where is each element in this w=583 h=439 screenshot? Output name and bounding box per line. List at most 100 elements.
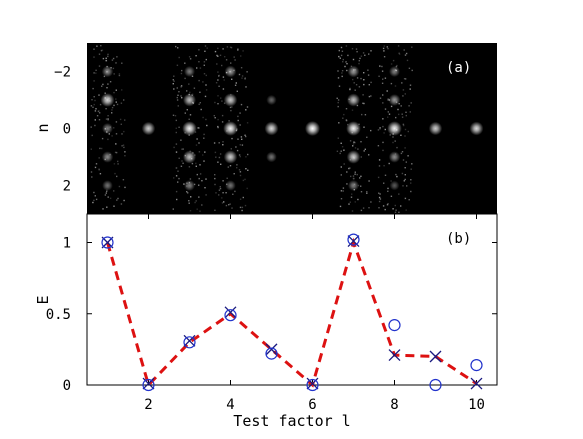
noise-speck — [222, 180, 224, 182]
noise-speck — [195, 165, 197, 167]
noise-speck — [96, 45, 98, 47]
noise-speck — [188, 56, 191, 58]
noise-speck — [390, 195, 393, 197]
y-tick-label: 0.5 — [46, 307, 71, 323]
noise-speck — [173, 88, 175, 90]
noise-speck — [99, 103, 102, 106]
noise-speck — [191, 75, 194, 77]
noise-speck — [184, 112, 186, 114]
noise-speck — [352, 58, 355, 61]
noise-speck — [98, 168, 100, 170]
noise-speck — [199, 67, 202, 69]
noise-speck — [99, 112, 101, 114]
noise-speck — [175, 45, 177, 48]
heatmap-spot — [389, 66, 400, 77]
noise-speck — [111, 106, 114, 109]
noise-speck — [215, 192, 217, 194]
noise-speck — [348, 167, 350, 170]
noise-speck — [381, 82, 384, 84]
noise-speck — [187, 192, 189, 194]
noise-speck — [231, 137, 233, 140]
noise-speck — [220, 163, 222, 165]
noise-speck — [113, 73, 115, 75]
noise-speck — [239, 124, 241, 126]
noise-speck — [122, 144, 125, 146]
noise-speck — [410, 190, 412, 193]
noise-speck — [206, 124, 208, 127]
noise-speck — [122, 179, 125, 181]
noise-speck — [182, 148, 184, 150]
noise-speck — [383, 50, 385, 52]
noise-speck — [205, 194, 207, 196]
noise-speck — [93, 72, 95, 74]
noise-speck — [198, 184, 200, 186]
noise-speck — [98, 53, 101, 55]
noise-speck — [360, 185, 362, 187]
noise-speck — [215, 82, 218, 84]
noise-speck — [195, 162, 197, 165]
noise-speck — [201, 180, 203, 182]
noise-speck — [366, 191, 368, 193]
noise-speck — [351, 48, 354, 50]
noise-speck — [173, 75, 175, 77]
noise-speck — [384, 128, 386, 131]
noise-speck — [363, 72, 365, 74]
noise-speck — [363, 79, 365, 81]
noise-speck — [182, 162, 184, 164]
noise-speck — [247, 153, 249, 156]
noise-speck — [188, 200, 190, 202]
circle-marker — [388, 319, 401, 332]
noise-speck — [402, 185, 404, 187]
noise-speck — [116, 199, 118, 201]
noise-speck — [403, 78, 406, 80]
noise-speck — [384, 108, 387, 110]
noise-speck — [98, 110, 100, 112]
heatmap-spot — [184, 180, 195, 191]
noise-speck — [386, 46, 388, 48]
heatmap-spot — [387, 121, 402, 136]
noise-speck — [400, 205, 402, 207]
cross-marker — [142, 377, 155, 390]
cross-marker-stroke — [306, 377, 319, 390]
noise-speck — [358, 60, 360, 62]
noise-speck — [411, 46, 413, 48]
noise-speck — [382, 205, 385, 207]
noise-speck — [233, 173, 235, 175]
noise-speck — [202, 81, 204, 83]
noise-speck — [107, 55, 109, 58]
noise-speck — [363, 83, 365, 86]
cross-marker-stroke — [429, 350, 442, 363]
noise-speck — [92, 201, 94, 204]
noise-speck — [387, 116, 389, 118]
noise-speck — [360, 175, 362, 177]
noise-speck — [100, 45, 102, 47]
noise-speck — [124, 155, 126, 157]
noise-speck — [175, 167, 178, 169]
noise-speck — [222, 141, 224, 143]
noise-speck — [403, 49, 405, 51]
noise-speck — [115, 143, 117, 145]
noise-speck — [195, 200, 197, 202]
noise-speck — [222, 144, 224, 146]
noise-speck — [342, 190, 344, 192]
noise-speck — [366, 136, 368, 138]
noise-speck — [238, 73, 241, 76]
noise-speck — [214, 117, 216, 119]
noise-speck — [341, 75, 343, 78]
noise-speck — [173, 146, 175, 149]
noise-speck — [102, 83, 104, 86]
noise-speck — [351, 193, 353, 195]
noise-speck — [349, 87, 351, 90]
y-tick-label: 1 — [63, 236, 71, 252]
x-tick-label: 8 — [390, 397, 398, 413]
noise-speck — [180, 139, 182, 141]
noise-speck — [213, 115, 215, 117]
noise-speck — [219, 186, 221, 188]
noise-speck — [341, 146, 344, 148]
noise-speck — [229, 106, 232, 109]
noise-speck — [217, 47, 219, 50]
noise-speck — [354, 173, 356, 175]
noise-speck — [228, 204, 230, 206]
noise-speck — [378, 207, 380, 209]
noise-speck — [230, 148, 232, 150]
